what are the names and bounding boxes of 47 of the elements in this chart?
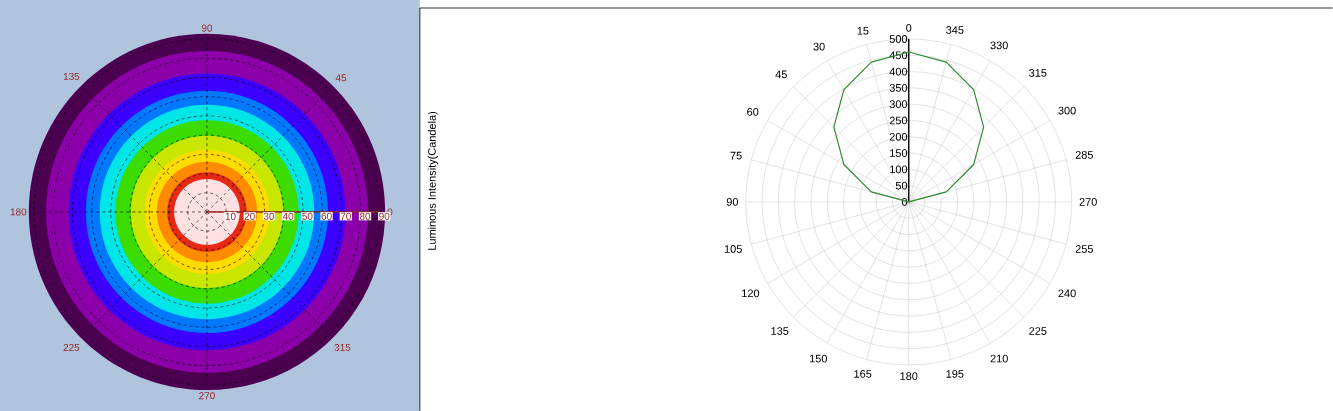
y-tick-label: 500 bbox=[889, 34, 908, 43]
spoke-label: 120 bbox=[742, 289, 760, 298]
spoke-label: 315 bbox=[1029, 68, 1047, 77]
y-tick-label: 70 bbox=[340, 212, 351, 220]
text: Luminous Intensity(Candela) bbox=[427, 111, 438, 250]
y-tick-label: 150 bbox=[890, 149, 908, 157]
spoke-label: 225 bbox=[63, 343, 80, 351]
y-tick-label: 0 bbox=[901, 197, 908, 206]
y-tick-label: 50 bbox=[302, 212, 313, 220]
y-tick-label: 400 bbox=[889, 67, 908, 76]
spoke-label: 135 bbox=[63, 72, 80, 80]
spoke-label: 90 bbox=[726, 197, 739, 206]
spoke-label: 30 bbox=[813, 42, 825, 51]
spoke-label: 45 bbox=[775, 70, 787, 79]
y-tick-label: 10 bbox=[225, 212, 236, 220]
spoke-label: 300 bbox=[1058, 106, 1076, 115]
spoke-label: 195 bbox=[946, 369, 964, 378]
spoke-label: 270 bbox=[199, 392, 215, 400]
spoke-label: 60 bbox=[747, 107, 759, 116]
spoke-label: 15 bbox=[857, 26, 869, 35]
y-tick-label: 300 bbox=[889, 100, 908, 108]
y-tick-label: 20 bbox=[244, 212, 255, 220]
spoke-label: 165 bbox=[854, 369, 872, 378]
spoke-label: 285 bbox=[1075, 150, 1093, 159]
spoke-label: 345 bbox=[946, 25, 964, 34]
spoke-label: 240 bbox=[1058, 289, 1076, 298]
spoke-label: 210 bbox=[990, 354, 1008, 363]
y-tick-label: 80 bbox=[359, 212, 371, 220]
y-tick-label: 250 bbox=[889, 116, 908, 125]
y-tick-label: 40 bbox=[282, 212, 294, 220]
spoke-label: 45 bbox=[335, 74, 347, 82]
spoke-label: 330 bbox=[990, 41, 1008, 50]
spoke-label: 180 bbox=[900, 372, 918, 380]
spoke-label: 180 bbox=[10, 208, 27, 216]
spoke-label: 135 bbox=[771, 326, 789, 335]
y-tick-label: 50 bbox=[895, 181, 908, 190]
spoke-label: 75 bbox=[730, 151, 742, 160]
y-tick-label: 350 bbox=[889, 83, 908, 92]
spoke-label: 225 bbox=[1029, 326, 1047, 335]
spoke-label: 315 bbox=[334, 343, 351, 351]
spoke-label: 90 bbox=[201, 24, 213, 32]
spoke-label: 270 bbox=[1079, 197, 1097, 206]
y-tick-label: 200 bbox=[889, 132, 908, 141]
y-tick-label: 100 bbox=[890, 165, 908, 174]
spoke-label: 150 bbox=[810, 354, 828, 363]
spoke-label: 255 bbox=[1075, 244, 1093, 253]
spoke-label: 105 bbox=[724, 244, 742, 253]
